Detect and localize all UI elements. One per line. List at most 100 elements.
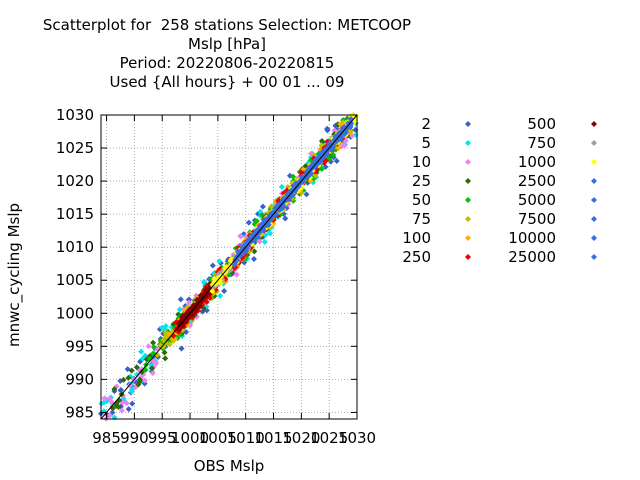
scatter-point [150,344,157,351]
scatter-point [147,356,154,363]
scatter-point [313,161,320,168]
y-tick-label: 1010 [56,238,94,256]
scatter-point [145,343,152,350]
scatter-point [333,138,340,145]
scatter-point [259,226,266,233]
scatter-point [341,131,348,138]
scatter-point [209,262,216,269]
scatter-point [159,324,166,331]
scatter-point [133,364,140,371]
scatter-point [290,173,297,180]
scatter-point [120,376,127,383]
plot-frame [100,114,358,420]
scatter-point [194,297,201,304]
legend-marker [465,216,471,222]
scatter-point [125,406,132,413]
legend: 2510255075100250500750100025005000750010… [402,115,597,266]
y-axis-label: mnwc_cycling Mslp [5,203,24,347]
identity-line [100,114,358,420]
legend-marker [465,235,471,241]
title-line-1: Scatterplot for 258 stations Selection: … [42,16,412,34]
scatter-point [150,358,157,365]
y-tick-label: 1025 [56,139,94,157]
scatter-point [210,281,217,288]
scatter-point [233,271,240,278]
scatter-point [186,309,193,316]
scatter-point [200,278,207,285]
y-tick-label: 1030 [56,106,94,124]
legend-marker [591,197,597,203]
scatter-point [141,377,148,384]
title-line-4: Used {All hours} + 00 01 ... 09 [109,73,345,91]
legend-label: 25000 [508,248,556,266]
scatter-point [245,242,252,249]
scatter-point [318,138,325,145]
x-tick-label: 995 [148,429,177,447]
scatter-point [111,386,118,393]
legend-marker [591,254,597,260]
x-tick-label: 1025 [310,429,348,447]
scatter-point [268,203,275,210]
scatter-point [341,142,348,149]
y-tick-label: 1005 [56,271,94,289]
legend-marker [591,178,597,184]
scatter-point [176,324,183,331]
legend-marker [591,121,597,127]
legend-label: 5000 [518,191,556,209]
scatter-point [302,163,309,170]
legend-label: 50 [412,191,431,209]
scatter-point [216,258,223,265]
title-line-3: Period: 20220806-20220815 [119,54,335,72]
scatter-point [221,288,228,295]
scatter-point [101,395,108,402]
scatter-point [118,407,125,414]
scatter-point [282,215,289,222]
scatter-point [256,238,263,245]
scatter-point [134,371,141,378]
scatter-point [330,151,337,158]
scatter-point [251,248,258,255]
scatter-point [342,137,349,144]
scatter-point [178,345,185,352]
x-axis-label: OBS Mslp [194,457,265,475]
legend-label: 250 [402,248,431,266]
legend-label: 100 [402,229,431,247]
scatter-point [217,292,224,299]
scatter-point [264,222,271,229]
scatter-point [100,399,107,406]
scatter-point [333,158,340,165]
scatter-point [303,191,310,198]
legend-label: 10000 [508,229,556,247]
legend-label: 7500 [518,210,556,228]
legend-marker [465,178,471,184]
scatter-point [128,388,135,395]
scatter-point [331,127,338,134]
legend-label: 10 [412,153,431,171]
scatter-point [139,355,146,362]
scatter-point [324,125,331,132]
y-tick-label: 990 [65,370,94,388]
scatter-point [347,121,354,128]
legend-marker [465,121,471,127]
scatter-point [149,365,156,372]
scatter-point [259,203,266,210]
scatter-point [115,403,122,410]
scatter-point [209,288,216,295]
x-tick-label: 1015 [254,429,292,447]
scatter-point [162,355,169,362]
scatter-point [136,376,143,383]
legend-label: 1000 [518,153,556,171]
scatter-point [176,320,183,327]
scatter-point [245,219,252,226]
x-tick-label: 1005 [199,429,237,447]
scatter-point [135,381,142,388]
scatter-point [108,398,115,405]
y-tick-label: 1000 [56,304,94,322]
legend-label: 750 [527,134,556,152]
x-tick-label: 985 [92,429,121,447]
scatter-point [262,231,269,238]
scatter-point [261,238,268,245]
scatter-point [237,233,244,240]
legend-marker [591,140,597,146]
